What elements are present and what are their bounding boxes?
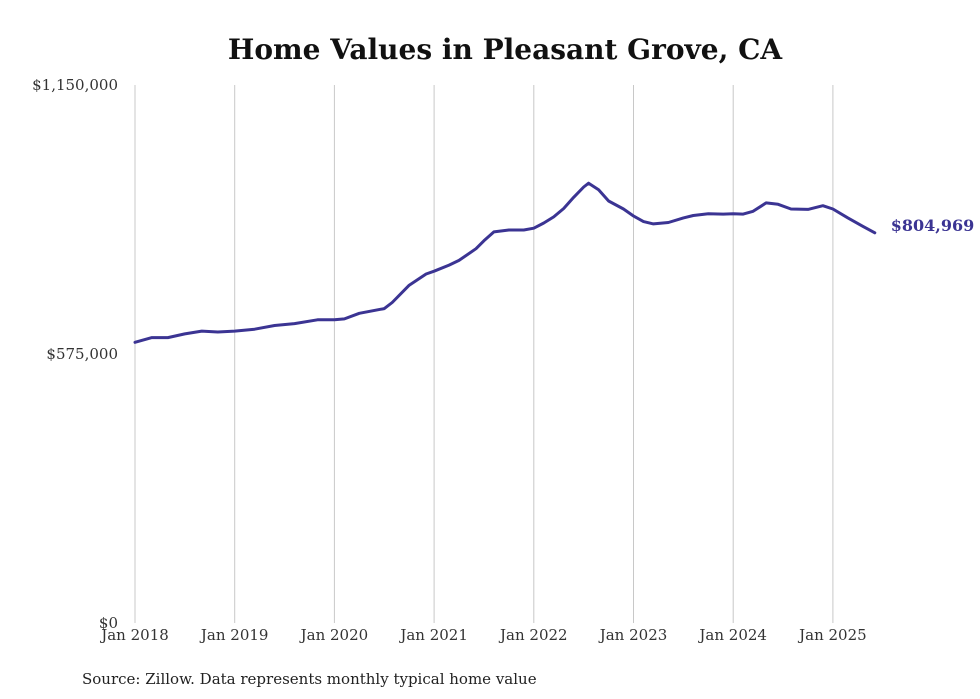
y-tick-label-1: $575,000: [46, 345, 118, 363]
y-axis-ticks: $0 $575,000 $1,150,000: [32, 76, 118, 632]
x-tick-label-4: Jan 2022: [498, 626, 568, 644]
x-tick-label-5: Jan 2023: [598, 626, 668, 644]
x-tick-label-3: Jan 2021: [398, 626, 468, 644]
x-tick-label-0: Jan 2018: [99, 626, 169, 644]
source-note: Source: Zillow. Data represents monthly …: [82, 670, 537, 688]
home-value-line: [133, 181, 877, 344]
x-tick-label-6: Jan 2024: [697, 626, 767, 644]
y-tick-label-0: $0: [99, 614, 118, 632]
y-tick-label-2: $1,150,000: [32, 76, 118, 94]
x-tick-label-2: Jan 2020: [299, 626, 369, 644]
x-axis-ticks: Jan 2018 Jan 2019 Jan 2020 Jan 2021 Jan 2022…: [99, 626, 866, 644]
end-value-label: $804,969: [891, 216, 975, 235]
x-tick-label-1: Jan 2019: [199, 626, 269, 644]
gridlines: [134, 85, 834, 623]
chart-title: Home Values in Pleasant Grove, CA: [228, 33, 783, 66]
x-tick-label-7: Jan 2025: [797, 626, 867, 644]
